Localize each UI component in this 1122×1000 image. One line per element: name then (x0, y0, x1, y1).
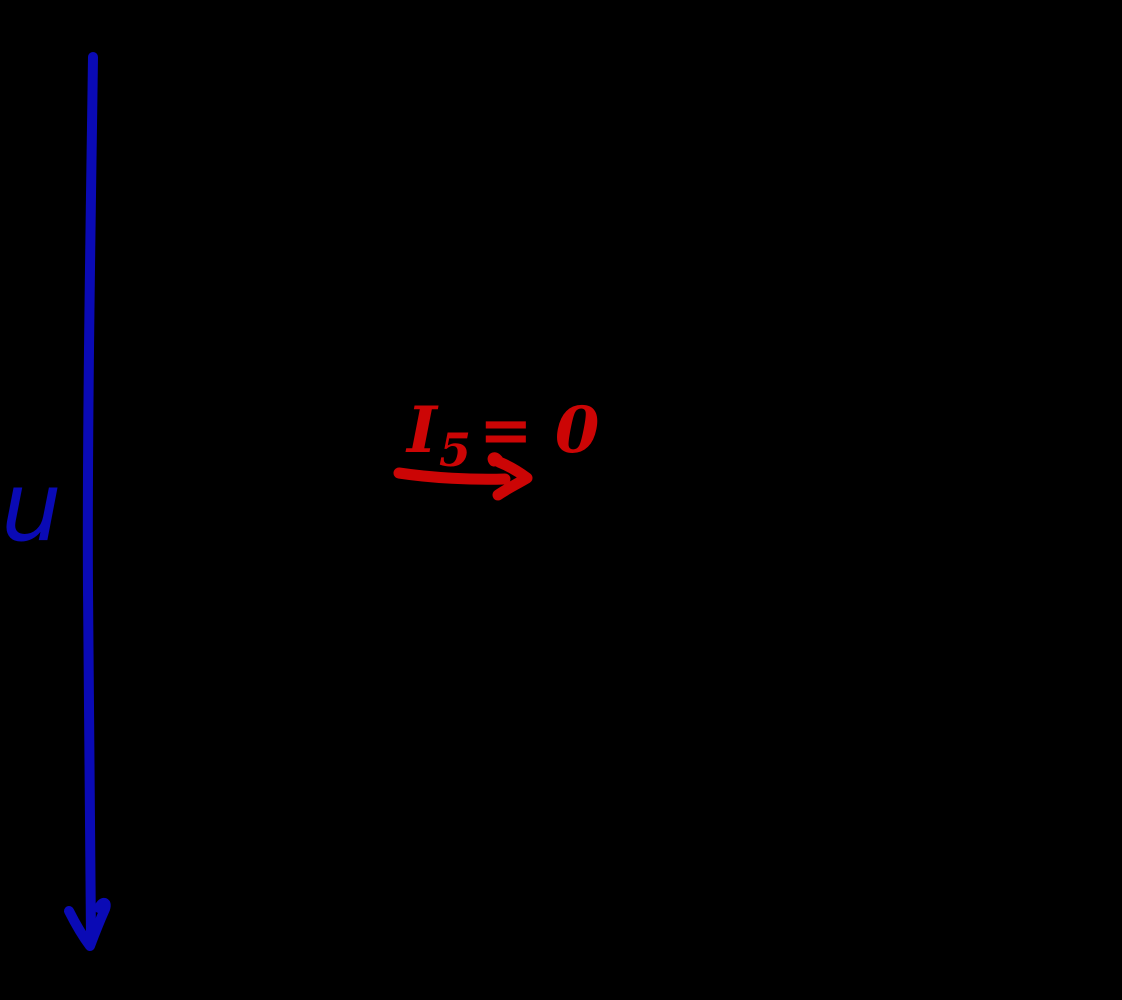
voltage-arrowhead-icon (64, 898, 111, 951)
current-arrow-right (393, 452, 533, 501)
current-arrow-shaft (393, 467, 511, 485)
voltage-arrow-down (64, 52, 111, 951)
current-symbol: I (405, 393, 439, 468)
current-subscript: 5 (439, 423, 471, 477)
current-arrowhead-icon (487, 452, 533, 501)
voltage-label: U (1, 451, 62, 563)
voltage-arrow-shaft (82, 52, 98, 943)
